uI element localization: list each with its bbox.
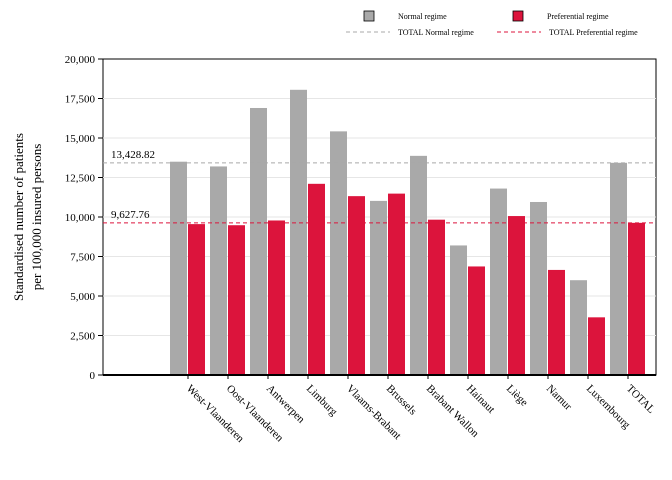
x-tick-label: Brussels — [384, 383, 419, 418]
bar-preferential-regime-6 — [428, 219, 445, 375]
y-tick-label: 10,000 — [65, 212, 96, 224]
legend-label: TOTAL Normal regime — [398, 28, 474, 37]
x-tick-label: Limburg — [304, 383, 340, 419]
y-tick-label: 0 — [90, 370, 96, 382]
bar-preferential-regime-4 — [348, 196, 365, 375]
bar-preferential-regime-10 — [588, 317, 605, 375]
bar-preferential-regime-2 — [268, 220, 285, 375]
x-tick-label: Hainaut — [464, 383, 497, 416]
bar-preferential-regime-11 — [628, 222, 645, 375]
bar-preferential-regime-0 — [188, 224, 205, 375]
x-tick-label: Namur — [544, 383, 574, 413]
y-tick-label: 2,500 — [70, 331, 95, 343]
y-tick-label: 17,500 — [65, 94, 96, 106]
y-axis-title-line: per 100,000 insured persons — [29, 144, 44, 291]
bar-normal-regime-9 — [530, 201, 547, 375]
bar-normal-regime-0 — [170, 161, 187, 375]
bar-preferential-regime-3 — [308, 183, 325, 375]
y-axis-title: Standardised number of patients per 100,0… — [11, 133, 44, 301]
legend-swatch — [363, 10, 375, 22]
y-tick-label: 15,000 — [65, 133, 96, 145]
bar-normal-regime-11 — [610, 162, 627, 375]
legend: Normal regime Preferential regime TOTAL No… — [346, 10, 638, 37]
bar-normal-regime-7 — [450, 245, 467, 375]
bar-preferential-regime-1 — [228, 225, 245, 375]
bar-normal-regime-1 — [210, 166, 227, 375]
bar-preferential-regime-5 — [388, 193, 405, 375]
bar-normal-regime-8 — [490, 188, 507, 375]
bar-normal-regime-5 — [370, 200, 387, 375]
legend-label: TOTAL Preferential regime — [549, 28, 638, 37]
reference-line-label: 13,428.82 — [111, 149, 155, 161]
bar-normal-regime-3 — [290, 89, 307, 375]
y-tick-label: 20,000 — [65, 54, 96, 66]
x-tick-label: TOTAL — [624, 383, 657, 416]
bar-normal-regime-4 — [330, 131, 347, 375]
y-axis-title-line: Standardised number of patients — [11, 133, 26, 301]
bar-preferential-regime-8 — [508, 216, 525, 375]
x-tick-label: Liège — [504, 383, 530, 409]
legend-label: Preferential regime — [547, 12, 609, 21]
plot-area: 0 2,500 5,000 7,500 10,000 12,500 15,000 17,500… — [65, 54, 658, 445]
bar-normal-regime-10 — [570, 280, 587, 375]
legend-label: Normal regime — [398, 12, 447, 21]
y-tick-label: 5,000 — [70, 291, 95, 303]
y-tick-label: 12,500 — [65, 173, 96, 185]
bar-normal-regime-2 — [250, 107, 267, 375]
y-tick-label: 7,500 — [70, 252, 95, 264]
bar-normal-regime-6 — [410, 155, 427, 375]
bar-preferential-regime-9 — [548, 269, 565, 375]
reference-line-label: 9,627.76 — [111, 209, 150, 221]
legend-swatch — [512, 10, 524, 22]
bar-preferential-regime-7 — [468, 266, 485, 375]
